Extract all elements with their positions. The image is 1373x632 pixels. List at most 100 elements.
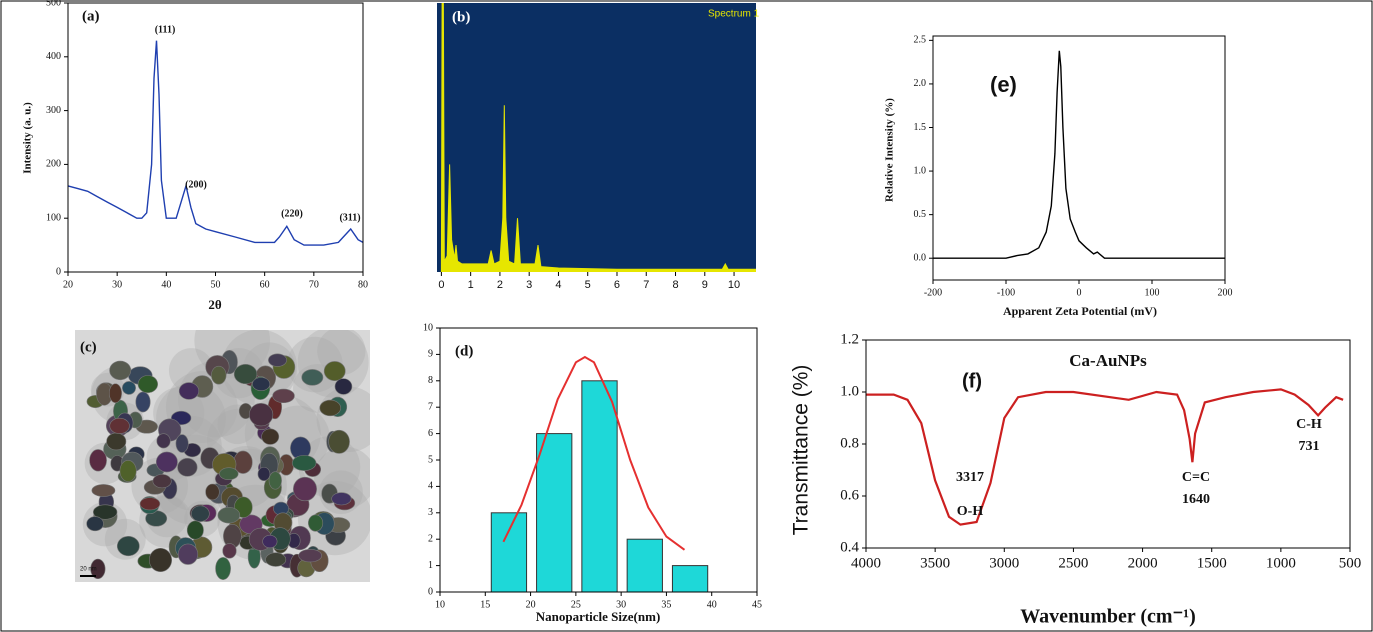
x-tick-label: 10 [435, 599, 445, 610]
x-tick-label: 60 [260, 279, 270, 290]
x-tick-label: 4 [555, 279, 561, 291]
spectrum [440, 3, 756, 272]
x-tick-label: -100 [997, 287, 1015, 298]
y-tick-label: 2.5 [914, 35, 927, 46]
annotation: (111) [155, 24, 176, 35]
y-axis-label: Intensity (a. u.) [22, 102, 34, 174]
annotation: O-H [957, 504, 984, 519]
x-tick-label: 2 [497, 279, 503, 291]
particle [137, 375, 158, 394]
plot-background [437, 3, 756, 272]
annotation: 3317 [956, 470, 984, 485]
particle [323, 361, 346, 381]
x-tick-label: 25 [571, 599, 581, 610]
annotation: 731 [1299, 439, 1320, 454]
y-tick-label: 3 [428, 507, 433, 518]
haze [221, 330, 298, 406]
particle [148, 547, 173, 573]
particle [205, 483, 220, 501]
histogram-bar [536, 433, 573, 593]
particle [268, 353, 287, 367]
x-tick-label: 2000 [1128, 555, 1158, 571]
y-tick-label: 2 [428, 533, 433, 544]
y-tick-label: 1.0 [840, 383, 859, 399]
particle [308, 514, 324, 532]
y-tick-label: 0.4 [840, 539, 859, 555]
y-tick-label: 1 [428, 560, 433, 571]
particle [92, 504, 118, 520]
annotation: C=C [1182, 470, 1210, 485]
particle [135, 391, 151, 413]
particle [90, 558, 106, 580]
x-tick-label: 30 [112, 279, 122, 290]
particle [298, 549, 322, 563]
particle [178, 382, 200, 400]
panel-label: (e) [990, 72, 1017, 97]
x-tick-label: 1 [468, 279, 474, 291]
y-tick-label: 6 [428, 428, 433, 439]
particle [116, 536, 140, 557]
y-tick-label: 8 [428, 375, 433, 386]
x-tick-label: 7 [643, 279, 649, 291]
particle [217, 506, 241, 524]
y-tick-label: 200 [46, 159, 61, 170]
panel-label: (f) [962, 370, 982, 392]
plot-frame [67, 2, 364, 273]
x-tick-label: 50 [211, 279, 221, 290]
particle [301, 369, 324, 386]
x-tick-label: 2500 [1058, 555, 1088, 571]
histogram-bar [626, 538, 663, 593]
y-tick-label: 2.0 [914, 78, 927, 89]
x-tick-label: 15 [480, 599, 490, 610]
histogram-bar [671, 565, 709, 593]
particle [156, 433, 171, 449]
particle [222, 543, 237, 559]
data-line [67, 40, 364, 246]
x-tick-label: 40 [707, 599, 717, 610]
x-tick-label: 200 [1218, 287, 1233, 298]
data-line [866, 388, 1344, 526]
particle [268, 471, 282, 490]
particle [91, 484, 116, 497]
particle [106, 432, 127, 451]
x-tick-label: 35 [661, 599, 671, 610]
particle [109, 360, 132, 381]
particle [334, 378, 353, 395]
annotation: (200) [185, 179, 207, 190]
panel-label: (b) [452, 9, 470, 25]
particle [152, 474, 172, 489]
particle [211, 365, 227, 385]
x-tick-label: 30 [616, 599, 626, 610]
particle [86, 516, 104, 532]
y-tick-label: 500 [46, 0, 61, 8]
x-tick-label: 100 [1145, 287, 1160, 298]
x-tick-label: 80 [358, 279, 368, 290]
particle [291, 455, 317, 471]
x-tick-label: 40 [161, 279, 171, 290]
particle [177, 543, 199, 565]
y-axis-label: Relative Intensity (%) [884, 98, 896, 202]
annotation: C-H [1296, 417, 1322, 432]
particle [328, 429, 350, 454]
spectrum-label: Spectrum 1 [708, 9, 760, 20]
particle [262, 534, 278, 549]
x-axis-label: Wavenumber (cm⁻¹) [1020, 606, 1196, 628]
y-tick-label: 10 [423, 322, 433, 333]
x-tick-label: 20 [526, 599, 536, 610]
particle [219, 467, 239, 481]
particle [233, 364, 258, 385]
y-tick-label: 0.8 [840, 435, 859, 451]
particle [248, 403, 274, 427]
x-tick-label: 9 [702, 279, 708, 291]
particle [257, 466, 271, 482]
y-tick-label: 0 [56, 266, 61, 277]
y-tick-label: 0.5 [914, 209, 927, 220]
y-tick-label: 400 [46, 51, 61, 62]
particle [261, 428, 280, 445]
x-tick-label: 20 [63, 279, 73, 290]
y-tick-label: 0.6 [840, 487, 859, 503]
y-tick-label: 9 [428, 349, 433, 360]
y-tick-label: 0 [428, 586, 433, 597]
data-line [933, 50, 1225, 259]
